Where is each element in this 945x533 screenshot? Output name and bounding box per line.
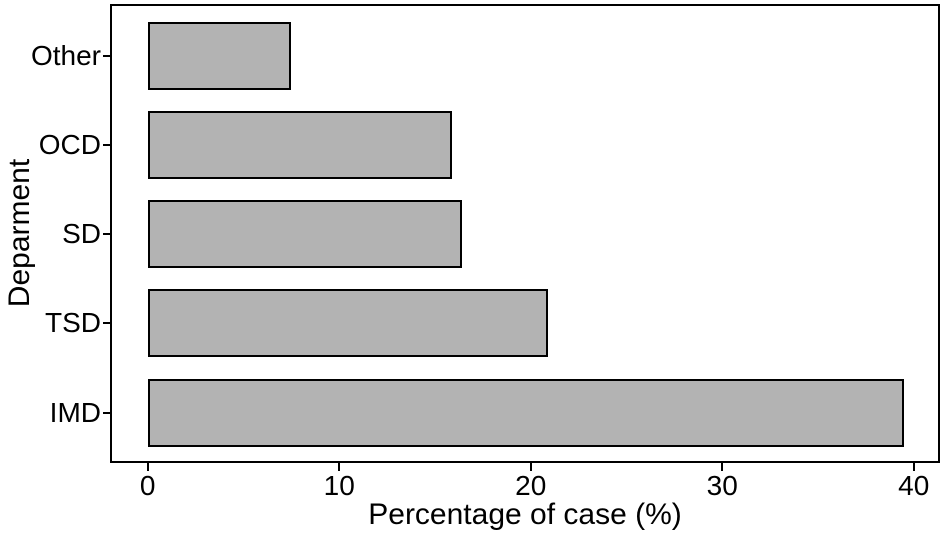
y-tick-mark <box>103 143 110 146</box>
x-tick-mark <box>146 463 149 471</box>
x-tick-label: 30 <box>706 470 738 501</box>
bar-other <box>147 21 292 90</box>
bar-sd <box>147 200 462 269</box>
y-tick-label: SD <box>62 218 101 250</box>
x-tick-label: 40 <box>898 470 930 501</box>
x-tick-mark <box>721 463 724 471</box>
x-tick-mark <box>338 463 341 471</box>
x-tick-mark <box>912 463 915 471</box>
x-tick-label: 20 <box>515 470 547 501</box>
y-tick-label: IMD <box>49 396 101 428</box>
y-tick-mark <box>103 322 110 325</box>
y-tick-label: Other <box>30 39 101 71</box>
y-tick-mark <box>103 233 110 236</box>
y-tick-mark <box>103 54 110 57</box>
bar-tsd <box>147 289 548 358</box>
y-tick-label: TSD <box>45 307 101 339</box>
bar-ocd <box>147 110 453 179</box>
y-tick-mark <box>103 411 110 414</box>
bar-imd <box>147 378 905 447</box>
x-tick-label: 0 <box>139 470 156 501</box>
x-tick-mark <box>529 463 532 471</box>
x-tick-label: 10 <box>323 470 355 501</box>
plot-panel <box>110 4 940 463</box>
x-axis-title: Percentage of case (%) <box>368 498 682 531</box>
y-tick-label: OCD <box>38 128 101 160</box>
